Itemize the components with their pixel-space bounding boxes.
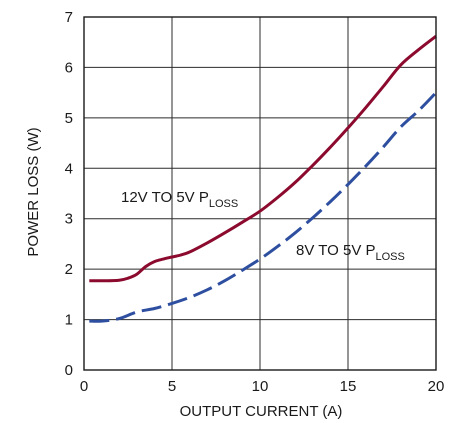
series-line-8v-to-5v <box>89 91 438 323</box>
x-tick-labels: 0 5 10 15 20 <box>80 378 445 395</box>
x-tick-label: 10 <box>252 378 269 395</box>
y-tick-label: 1 <box>65 312 73 329</box>
x-tick-label: 5 <box>168 378 176 395</box>
y-tick-label: 0 <box>65 362 73 379</box>
plot-frame <box>83 16 437 371</box>
y-tick-labels: 0 1 2 3 4 5 6 7 <box>65 9 73 379</box>
series-label-8v-sub: LOSS <box>376 251 405 263</box>
series-label-8v-main: 8V TO 5V P <box>296 242 376 259</box>
series-label-12v-sub: LOSS <box>209 198 238 210</box>
y-tick-label: 6 <box>65 59 73 76</box>
y-tick-label: 4 <box>65 160 73 177</box>
y-tick-label: 3 <box>65 211 73 228</box>
y-tick-label: 2 <box>65 261 73 278</box>
y-axis-title: POWER LOSS (W) <box>25 127 42 256</box>
x-tick-label: 20 <box>428 378 445 395</box>
y-tick-label: 7 <box>65 9 73 26</box>
x-tick-label: 15 <box>340 378 357 395</box>
series-label-12v-main: 12V TO 5V P <box>121 189 209 206</box>
x-tick-label: 0 <box>80 378 88 395</box>
y-tick-label: 5 <box>65 110 73 127</box>
series-label-12v: 12V TO 5V PLOSS <box>121 189 238 210</box>
series-label-8v: 8V TO 5V PLOSS <box>296 242 405 263</box>
series-layer <box>89 35 438 323</box>
series-line-12v-to-5v <box>89 35 437 283</box>
x-axis-title: OUTPUT CURRENT (A) <box>180 403 343 420</box>
